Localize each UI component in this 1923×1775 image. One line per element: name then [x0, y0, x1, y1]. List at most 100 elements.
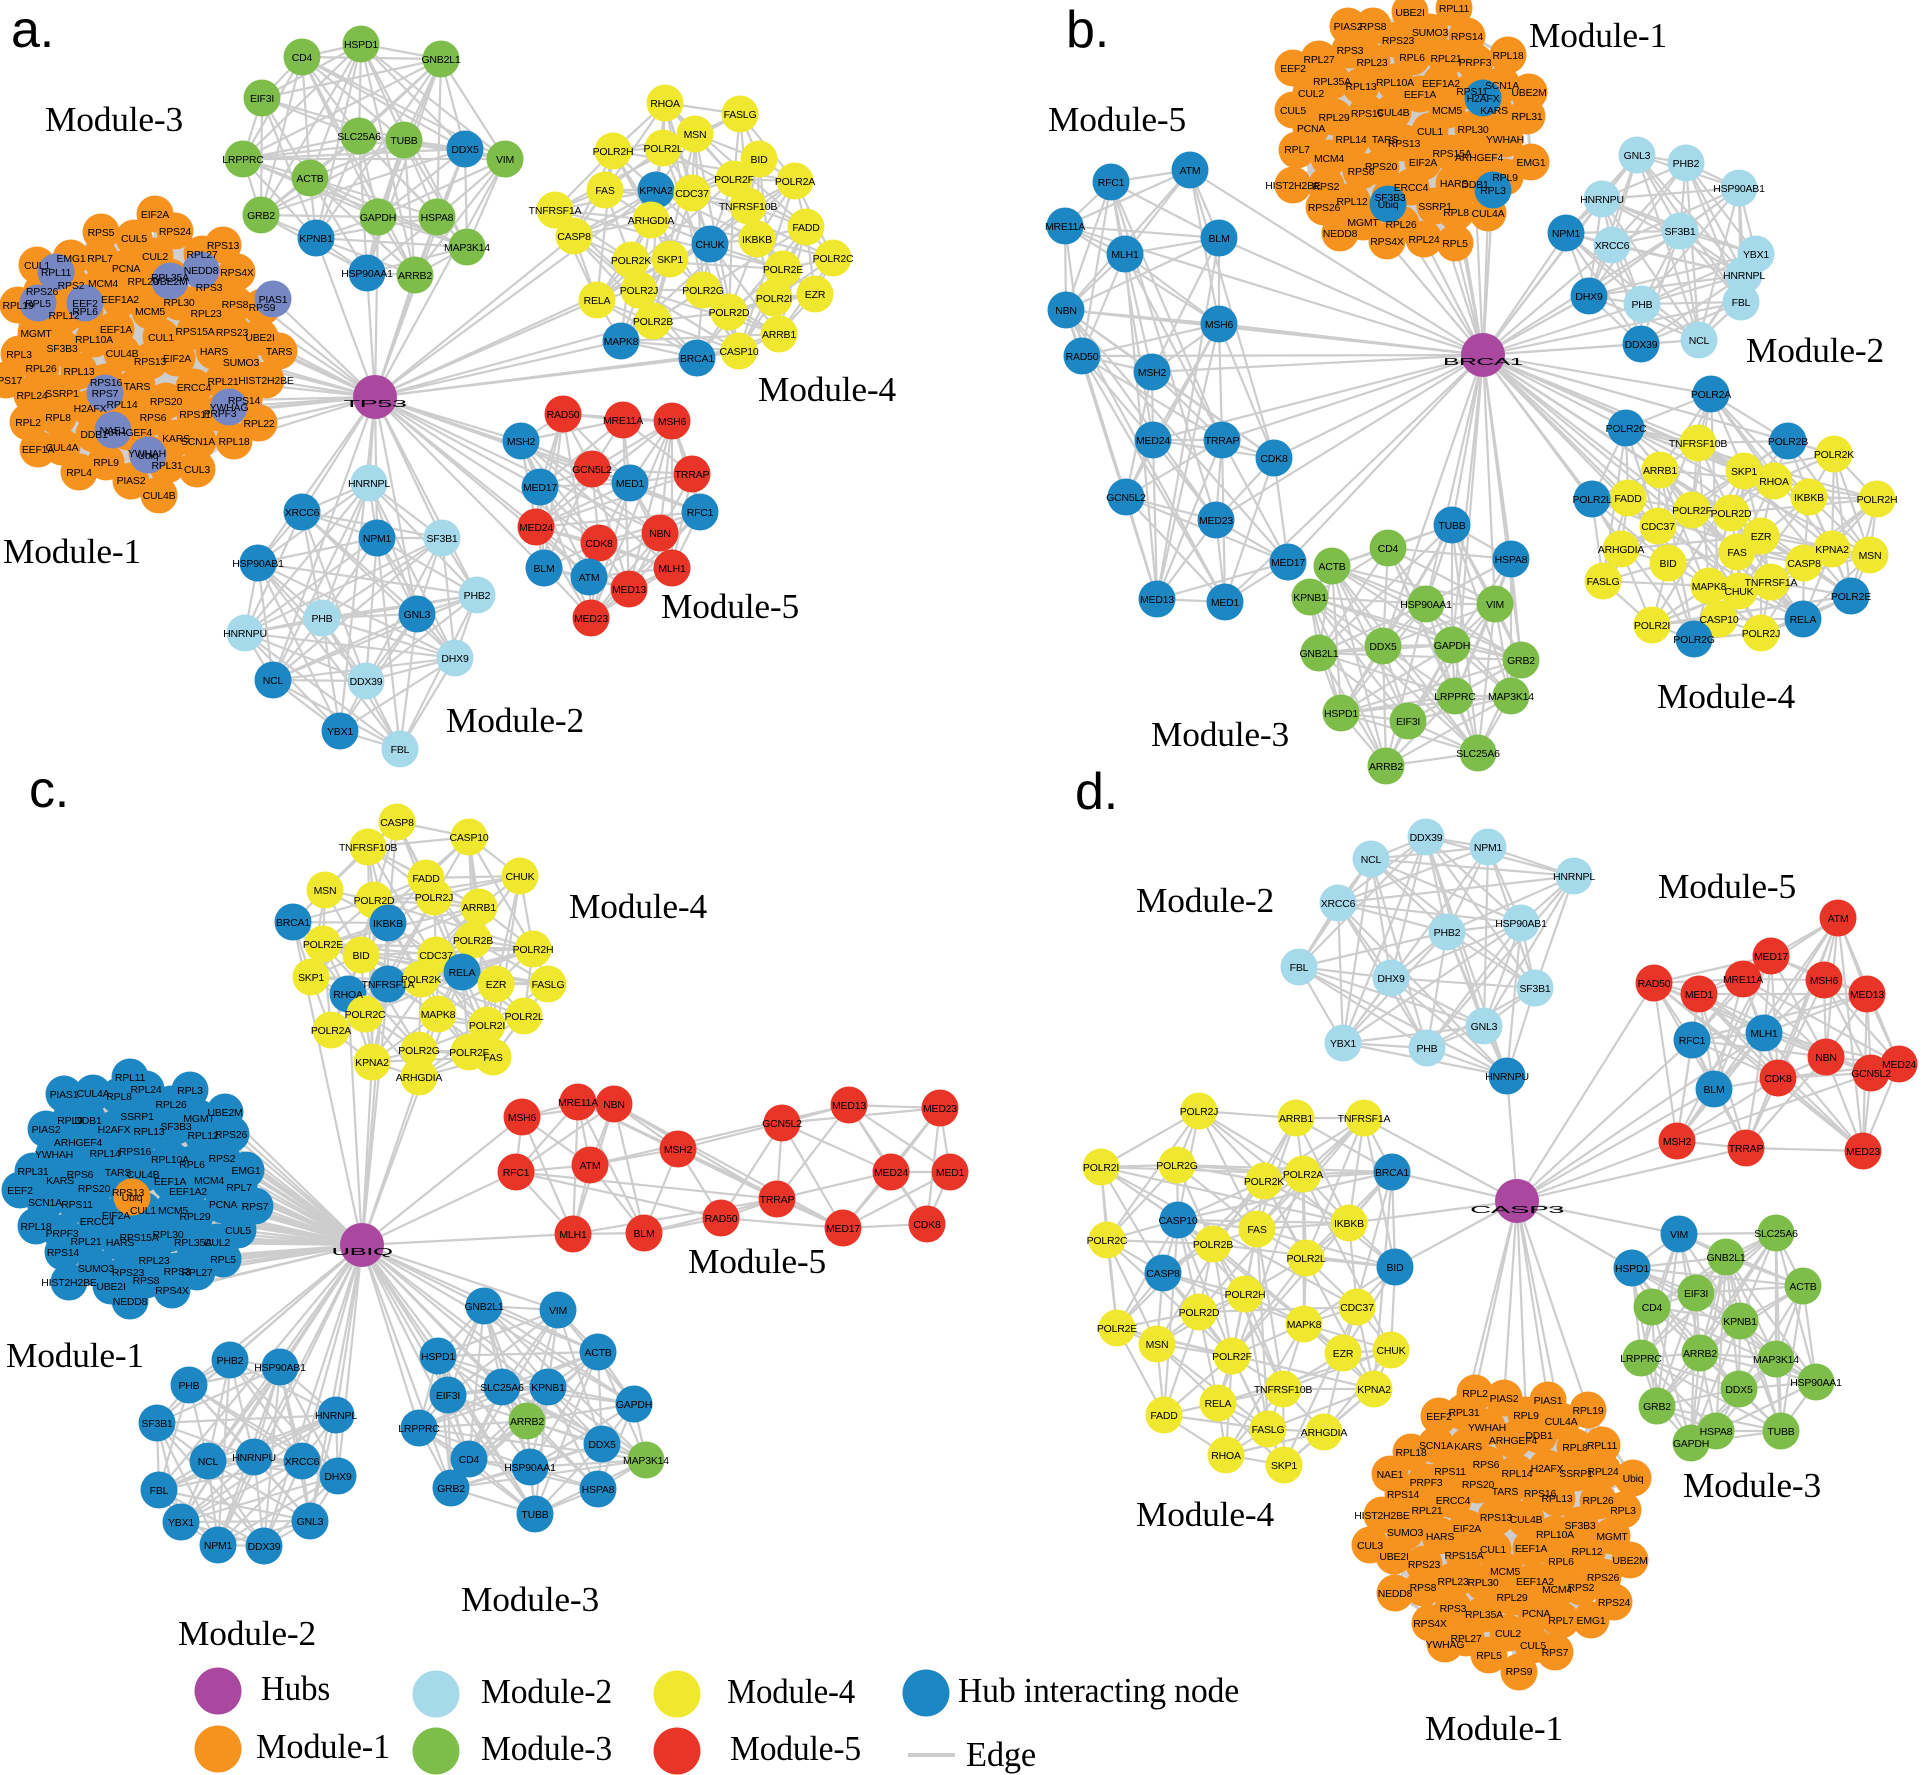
svg-text:CASP8: CASP8 [1787, 558, 1821, 570]
svg-text:EEF2: EEF2 [1280, 63, 1306, 75]
svg-text:MSH2: MSH2 [1138, 367, 1167, 379]
svg-text:BLM: BLM [1704, 1084, 1725, 1096]
svg-text:CUL2: CUL2 [1298, 88, 1324, 100]
svg-text:MRE11A: MRE11A [1723, 974, 1763, 986]
svg-text:GNL3: GNL3 [404, 609, 431, 621]
svg-text:POLR2B: POLR2B [1193, 1239, 1233, 1251]
svg-text:RPL14: RPL14 [89, 1148, 120, 1160]
svg-text:a.: a. [11, 1, 54, 59]
svg-text:MED1: MED1 [1211, 597, 1240, 609]
svg-text:DDX39: DDX39 [350, 676, 383, 688]
svg-text:EIF3I: EIF3I [436, 1390, 460, 1402]
svg-text:BLM: BLM [634, 1228, 655, 1240]
svg-text:RPL29: RPL29 [179, 1211, 210, 1223]
svg-text:Module-1: Module-1 [1529, 16, 1667, 55]
svg-text:RPL4: RPL4 [66, 467, 92, 479]
svg-text:RPL7: RPL7 [87, 253, 113, 265]
svg-text:ARRB2: ARRB2 [510, 1416, 544, 1428]
svg-text:EIF2A: EIF2A [1409, 157, 1437, 169]
svg-text:GCN5L2: GCN5L2 [762, 1118, 802, 1130]
svg-text:RPS4X: RPS4X [155, 1285, 189, 1297]
svg-text:CUL4A: CUL4A [77, 1088, 110, 1100]
svg-text:RPS20: RPS20 [1462, 1479, 1495, 1491]
svg-text:HSP90AB1: HSP90AB1 [254, 1362, 306, 1374]
svg-text:HARS: HARS [1426, 1531, 1455, 1543]
svg-text:HNRNPU: HNRNPU [232, 1452, 276, 1464]
svg-text:TARS: TARS [1492, 1486, 1519, 1498]
svg-text:RELA: RELA [1205, 1398, 1232, 1410]
svg-text:RPS16: RPS16 [90, 377, 123, 389]
svg-text:ARHGEF4: ARHGEF4 [1455, 152, 1504, 164]
svg-text:MRE11A: MRE11A [558, 1097, 598, 1109]
svg-text:RPS23: RPS23 [1382, 35, 1415, 47]
svg-text:TUBB: TUBB [1438, 520, 1465, 532]
svg-text:POLR2E: POLR2E [303, 939, 343, 951]
svg-text:RPL7: RPL7 [226, 1182, 252, 1194]
svg-text:RPS15A: RPS15A [119, 1232, 158, 1244]
svg-text:CUL1: CUL1 [130, 1205, 156, 1217]
svg-text:RPS3: RPS3 [1337, 45, 1364, 57]
svg-text:SCN1A: SCN1A [1419, 1440, 1453, 1452]
svg-text:ACTB: ACTB [1318, 561, 1345, 573]
svg-text:MAPK8: MAPK8 [1692, 581, 1727, 593]
svg-text:EIF2A: EIF2A [163, 353, 191, 365]
svg-text:CHUK: CHUK [506, 871, 535, 883]
svg-text:MLH1: MLH1 [658, 563, 686, 575]
svg-text:PHB: PHB [1632, 299, 1653, 311]
svg-text:RPS7: RPS7 [1542, 1647, 1569, 1659]
svg-text:KPNA2: KPNA2 [639, 185, 673, 197]
svg-text:RPL9: RPL9 [57, 1115, 83, 1127]
svg-text:LRPPRC: LRPPRC [398, 1423, 440, 1435]
svg-text:RPL31: RPL31 [151, 460, 182, 472]
svg-text:PIAS2: PIAS2 [1334, 21, 1363, 33]
svg-text:YWHAH: YWHAH [1468, 1422, 1506, 1434]
svg-text:RPL5: RPL5 [25, 298, 51, 310]
svg-text:H2AFX: H2AFX [1531, 1463, 1564, 1475]
svg-text:RPS2: RPS2 [1313, 181, 1340, 193]
svg-text:KPNB1: KPNB1 [1723, 1316, 1757, 1328]
svg-text:EEF2: EEF2 [1426, 1411, 1452, 1423]
svg-text:Module-2: Module-2 [446, 701, 584, 740]
svg-text:RPL23: RPL23 [138, 1255, 169, 1267]
svg-text:POLR2E: POLR2E [763, 264, 803, 276]
svg-text:TARS: TARS [124, 381, 151, 393]
svg-text:RELA: RELA [584, 295, 611, 307]
svg-text:CASP8: CASP8 [557, 231, 591, 243]
svg-text:HARS: HARS [200, 346, 229, 358]
svg-text:RPL27: RPL27 [186, 249, 217, 261]
svg-text:LRPPRC: LRPPRC [222, 154, 264, 166]
svg-text:RPL7: RPL7 [1548, 1615, 1574, 1627]
svg-text:RFC1: RFC1 [1098, 177, 1125, 189]
svg-text:MLH1: MLH1 [1750, 1028, 1778, 1040]
svg-text:SKP1: SKP1 [1731, 466, 1757, 478]
svg-text:TNFRSF1A: TNFRSF1A [1745, 577, 1798, 589]
svg-text:HIST2H2BE: HIST2H2BE [1354, 1510, 1410, 1522]
svg-text:FAS: FAS [595, 185, 614, 197]
svg-text:RPS7: RPS7 [92, 388, 119, 400]
svg-text:PIAS2: PIAS2 [117, 475, 146, 487]
svg-text:SLC25A6: SLC25A6 [337, 131, 381, 143]
svg-text:MRE11A: MRE11A [1045, 221, 1085, 233]
svg-text:CD4: CD4 [292, 52, 313, 64]
svg-text:UBE2I: UBE2I [1395, 7, 1424, 19]
svg-text:LRPPRC: LRPPRC [1620, 1353, 1662, 1365]
svg-text:PIAS1: PIAS1 [259, 294, 288, 306]
svg-text:ATM: ATM [1180, 165, 1201, 177]
svg-text:PRPF3: PRPF3 [204, 408, 237, 420]
svg-text:MSH2: MSH2 [507, 436, 536, 448]
svg-text:RPL31: RPL31 [1448, 1407, 1479, 1419]
svg-text:NBN: NBN [603, 1099, 625, 1111]
svg-text:RPS9: RPS9 [1506, 1666, 1533, 1678]
svg-text:POLR2J: POLR2J [1742, 628, 1780, 640]
svg-text:MLH1: MLH1 [559, 1229, 587, 1241]
svg-text:UBE2I: UBE2I [245, 332, 274, 344]
svg-text:RPS20: RPS20 [150, 396, 183, 408]
svg-text:TUBB: TUBB [390, 135, 417, 147]
svg-text:PHB2: PHB2 [1434, 927, 1461, 939]
svg-text:RPL26: RPL26 [155, 1099, 186, 1111]
svg-text:RPL26: RPL26 [25, 363, 56, 375]
svg-text:MCM4: MCM4 [1542, 1584, 1572, 1596]
svg-text:EEF1A: EEF1A [154, 1176, 186, 1188]
svg-text:HIST2H2BE: HIST2H2BE [238, 375, 294, 387]
svg-text:POLR2D: POLR2D [354, 895, 395, 907]
